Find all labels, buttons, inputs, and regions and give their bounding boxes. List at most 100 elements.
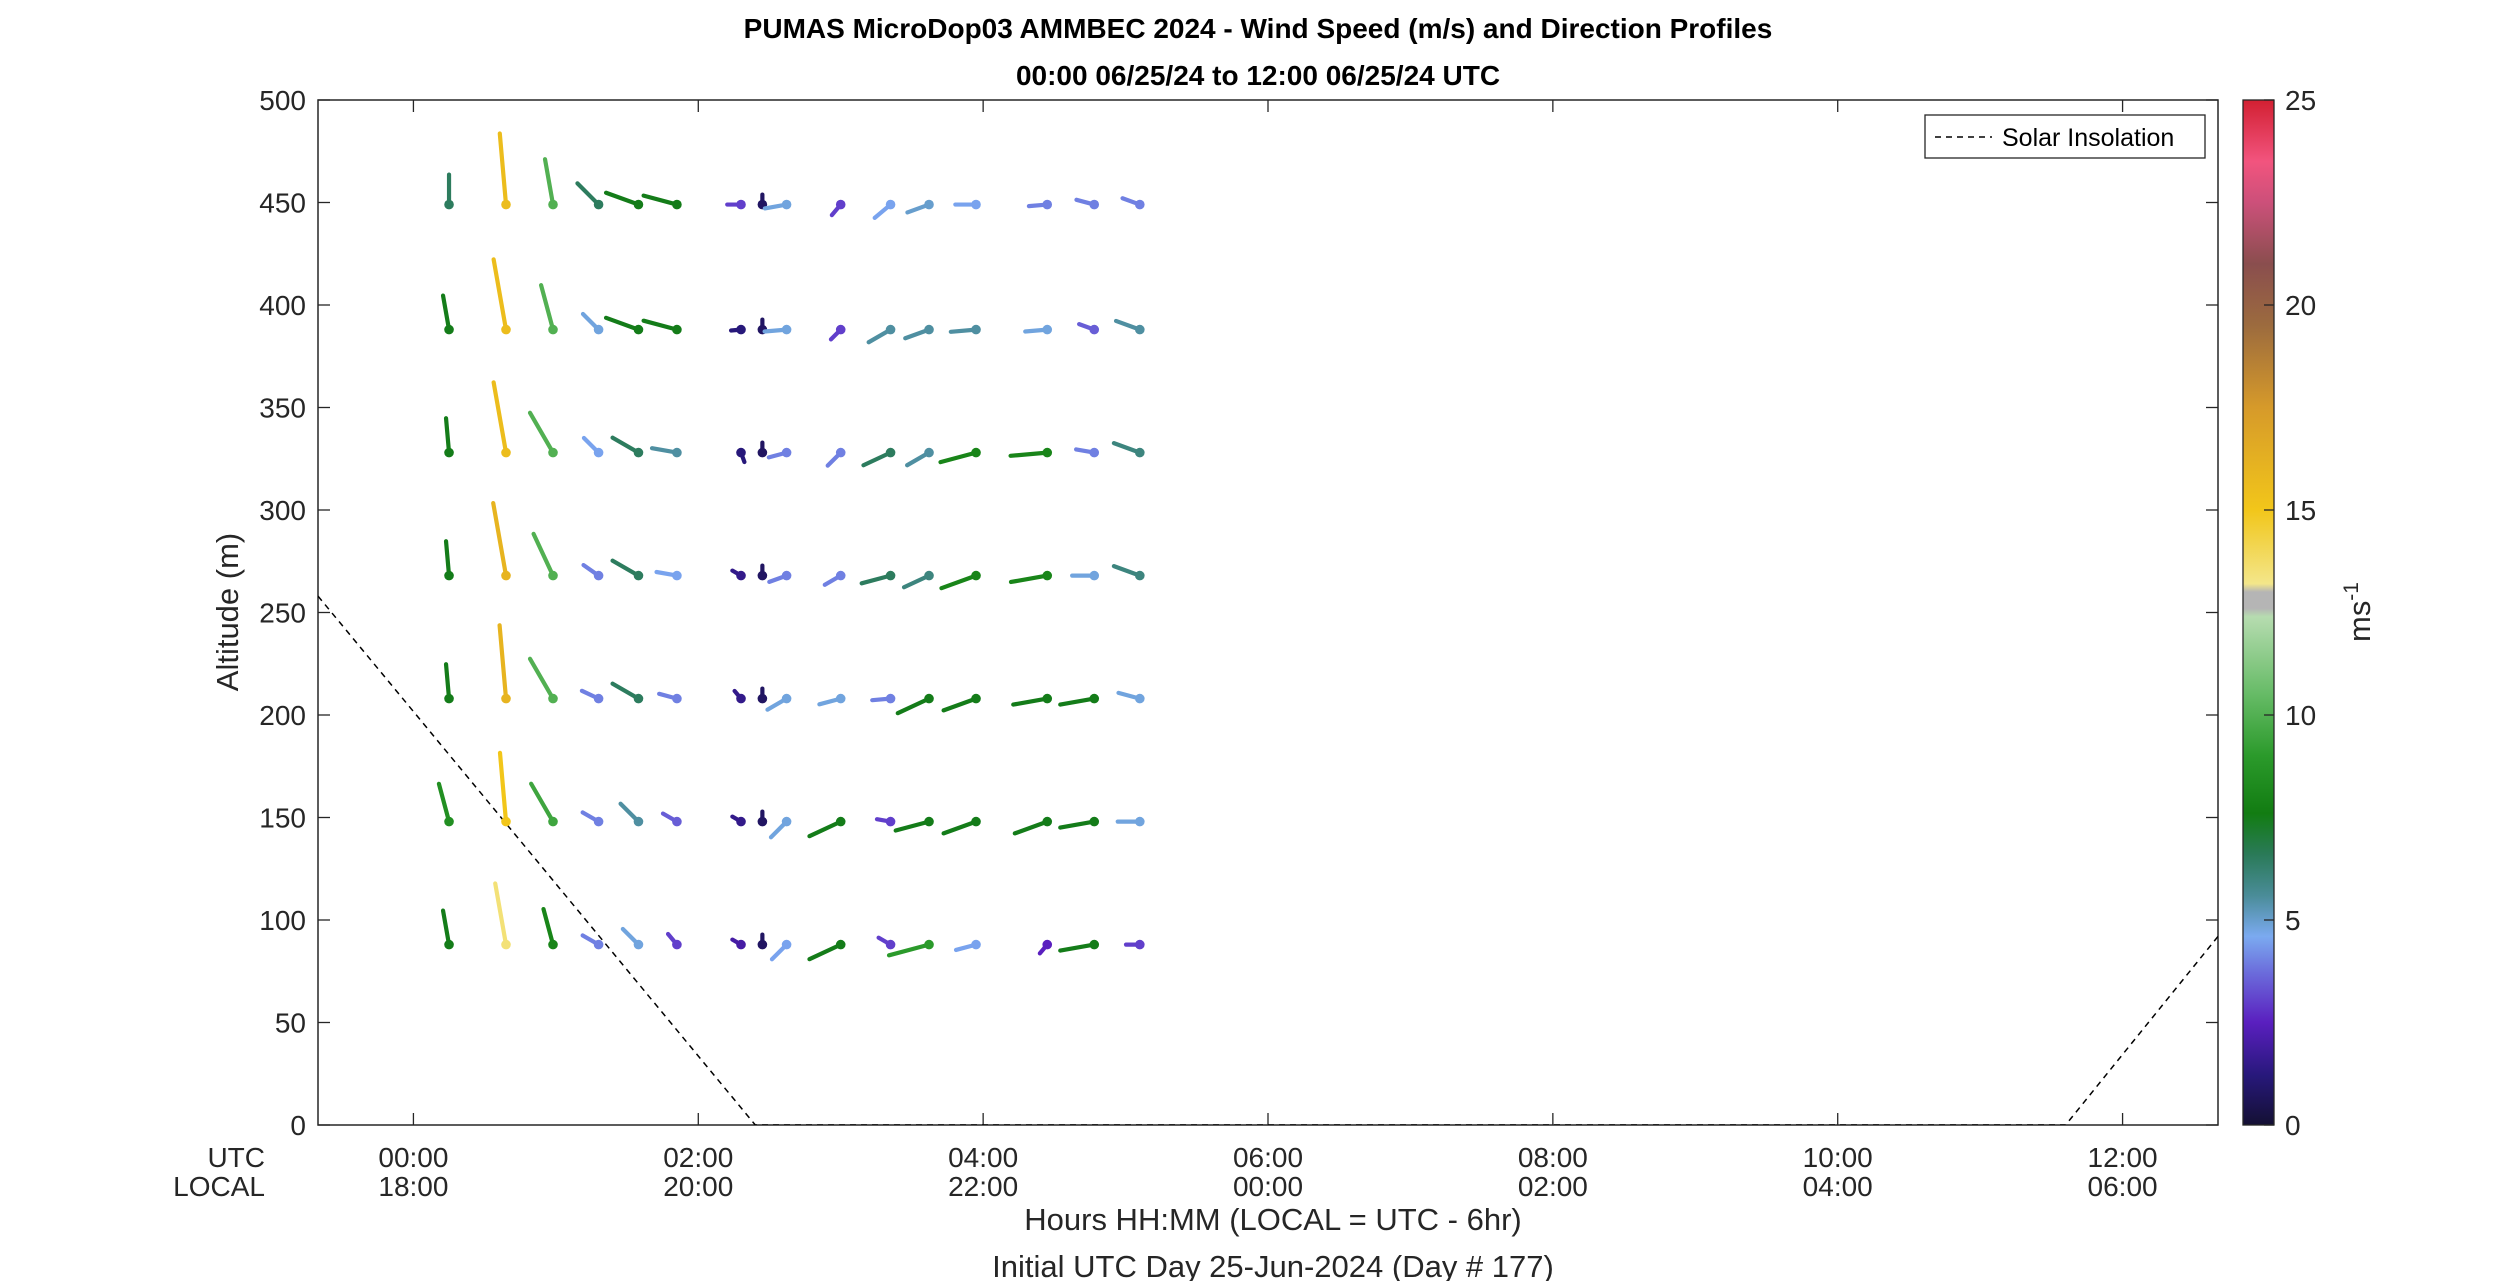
colorbar-tick-label: 20 xyxy=(2285,290,2316,321)
wind-vector-dot xyxy=(633,816,644,827)
x-tick-label-local: 02:00 xyxy=(1518,1171,1588,1202)
wind-vector-dot xyxy=(593,447,604,458)
x-tick-label-utc: 04:00 xyxy=(948,1142,1018,1173)
wind-vector-dot xyxy=(548,939,558,950)
colorbar-label-exponent: -1 xyxy=(2340,582,2363,601)
wind-vector-shaft xyxy=(531,531,556,578)
wind-vector-dot xyxy=(501,324,511,335)
wind-vector-dot xyxy=(1135,816,1145,827)
wind-vector-dot xyxy=(1042,570,1053,581)
x-tick-label-local: 20:00 xyxy=(663,1171,733,1202)
wind-vector-shaft xyxy=(541,906,556,947)
wind-vector-shaft xyxy=(491,501,509,578)
wind-vector-dot xyxy=(633,199,644,210)
wind-vector-dot xyxy=(924,693,934,704)
wind-vector-shaft xyxy=(807,942,843,962)
wind-vector-dot xyxy=(971,199,981,210)
wind-vector-shaft xyxy=(527,656,556,701)
wind-vector-dot xyxy=(501,199,511,210)
wind-vector-shaft xyxy=(493,881,509,947)
wind-vector-dot xyxy=(736,447,746,458)
x-tick-label-utc: 00:00 xyxy=(378,1142,448,1173)
wind-vector-dot xyxy=(1135,570,1145,581)
wind-vector-dot xyxy=(781,199,792,210)
wind-vector-shaft xyxy=(1008,573,1050,585)
wind-vector-dot xyxy=(924,939,934,950)
wind-vector-dot xyxy=(444,939,454,950)
wind-vector-dot xyxy=(593,570,604,581)
wind-vector-dot xyxy=(835,816,846,827)
y-tick-label: 500 xyxy=(259,85,306,116)
wind-vector-dot xyxy=(924,447,934,458)
wind-vector-shaft xyxy=(491,380,509,455)
wind-vector-dot xyxy=(835,324,846,335)
x-tick-label-local: 22:00 xyxy=(948,1171,1018,1202)
wind-vector-dot xyxy=(885,447,896,458)
wind-vector-dot xyxy=(924,816,934,827)
wind-vector-dot xyxy=(1042,324,1053,335)
wind-vector-dot xyxy=(885,939,896,950)
wind-vector-dot xyxy=(633,324,644,335)
wind-vectors xyxy=(436,131,1145,962)
colorbar-label: ms-1 xyxy=(2340,582,2377,642)
wind-vector-dot xyxy=(501,939,511,950)
y-tick-label: 150 xyxy=(259,803,306,834)
wind-vector-shaft xyxy=(497,750,509,824)
wind-vector-shaft xyxy=(861,450,893,468)
wind-vector-dot xyxy=(835,199,846,210)
wind-vector-dot xyxy=(971,816,981,827)
wind-vector-shaft xyxy=(1058,942,1097,953)
wind-vector-dot xyxy=(672,939,682,950)
chart-subtitle: 00:00 06/25/24 to 12:00 06/25/24 UTC xyxy=(1016,60,1500,91)
x-tick-label-utc: 06:00 xyxy=(1233,1142,1303,1173)
colorbar xyxy=(2242,99,2275,1126)
wind-vector-shaft xyxy=(497,623,509,701)
wind-vector-dot xyxy=(633,447,644,458)
wind-vector-dot xyxy=(444,199,454,210)
wind-vector-dot xyxy=(736,324,746,335)
wind-vector-dot xyxy=(885,324,896,335)
wind-vector-dot xyxy=(1135,447,1145,458)
wind-vector-dot xyxy=(971,570,981,581)
wind-vector-dot xyxy=(885,693,896,704)
wind-vector-dot xyxy=(1135,199,1145,210)
y-tick-label: 450 xyxy=(259,188,306,219)
wind-vector-shaft xyxy=(895,696,932,716)
y-tick-label: 50 xyxy=(275,1008,306,1039)
colorbar-tick-label: 0 xyxy=(2285,1110,2301,1141)
wind-vector-dot xyxy=(444,816,454,827)
wind-vector-dot xyxy=(757,447,768,458)
y-tick-label: 200 xyxy=(259,700,306,731)
wind-vector-dot xyxy=(548,816,558,827)
wind-vector-shaft xyxy=(527,410,556,455)
colorbar-tick-label: 25 xyxy=(2285,85,2316,116)
wind-vector-dot xyxy=(924,570,934,581)
wind-vector-shaft xyxy=(542,157,556,207)
colorbar-tick-label: 10 xyxy=(2285,700,2316,731)
solar-insolation-line xyxy=(318,595,2218,1125)
y-tick-label: 300 xyxy=(259,495,306,526)
wind-vector-dot xyxy=(757,939,768,950)
colorbar-label-units: ms xyxy=(2342,601,2377,642)
wind-vector-dot xyxy=(672,570,682,581)
wind-vector-dot xyxy=(672,816,682,827)
wind-vector-shaft xyxy=(886,942,932,958)
wind-vector-dot xyxy=(971,324,981,335)
x-axis: 00:0018:0002:0020:0004:0022:0006:0000:00… xyxy=(378,100,2158,1202)
wind-vector-dot xyxy=(1089,324,1100,335)
wind-vector-shaft xyxy=(539,283,556,332)
colorbar-ticks: 0 5 10 15 20 25 xyxy=(2264,85,2316,1141)
wind-vector-shaft xyxy=(641,318,680,332)
chart-title: PUMAS MicroDop03 AMMBEC 2024 - Wind Spee… xyxy=(744,13,1773,44)
wind-vector-dot xyxy=(633,693,644,704)
x-axis-label-day: Initial UTC Day 25-Jun-2024 (Day # 177) xyxy=(992,1249,1554,1281)
wind-vector-shaft xyxy=(893,819,932,833)
wind-vector-shaft xyxy=(1012,819,1050,836)
wind-vector-shaft xyxy=(807,819,843,839)
wind-vector-dot xyxy=(444,324,454,335)
wind-vector-shaft xyxy=(443,662,452,701)
wind-vector-dot xyxy=(633,570,644,581)
wind-vector-dot xyxy=(757,693,768,704)
x-tick-label-utc: 08:00 xyxy=(1518,1142,1588,1173)
wind-vector-dot xyxy=(1042,447,1053,458)
